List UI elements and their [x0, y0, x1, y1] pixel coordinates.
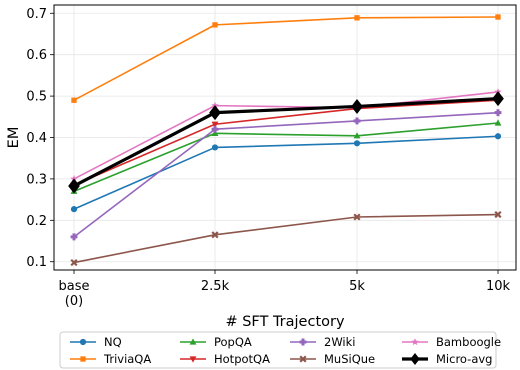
legend-label: HotpotQA [214, 352, 270, 366]
legend-frame [59, 331, 497, 369]
data-point [494, 119, 502, 126]
data-point [71, 97, 77, 103]
series-line [73, 135, 499, 210]
y-tick-label: 0.5 [26, 90, 47, 105]
legend: NQ TriviaQA PopQA HotpotQA 2Wiki MuSiQue Bambo… [59, 331, 501, 369]
data-point [495, 14, 501, 20]
data-point [70, 258, 78, 267]
data-point [354, 15, 360, 21]
x-tick-label: 10k [486, 279, 511, 294]
legend-marker [299, 355, 307, 363]
data-point [353, 132, 361, 139]
data-point [494, 133, 502, 140]
legend-label: TriviaQA [103, 352, 151, 366]
data-point [494, 210, 502, 219]
series-line [73, 96, 499, 188]
legend-item: NQ [70, 335, 122, 349]
legend-item: MuSiQue [290, 352, 375, 366]
legend-marker [411, 338, 419, 346]
legend-item: HotpotQA [180, 352, 270, 366]
data-point [353, 213, 361, 221]
series-hotpotqa [70, 97, 502, 189]
legend-marker [189, 338, 197, 345]
data-point [211, 144, 219, 151]
data-point [351, 98, 363, 114]
y-axis: 0.1 0.2 0.3 0.4 0.5 0.6 0.7 [26, 7, 54, 270]
x-tick-label: 2.5k [201, 279, 230, 294]
legend-marker [299, 338, 307, 346]
series-2wiki [70, 109, 502, 241]
data-point [494, 109, 502, 117]
data-point [353, 140, 361, 147]
y-tick-label: 0.1 [26, 255, 47, 270]
data-point [211, 129, 219, 136]
legend-label: Micro-avg [436, 352, 492, 366]
series-triviaqa [71, 14, 501, 103]
series-line [73, 122, 499, 193]
series-micro-avg [68, 91, 504, 194]
legend-marker [410, 353, 420, 365]
data-point [211, 125, 219, 133]
data-point [70, 206, 78, 213]
legend-label: MuSiQue [324, 352, 375, 366]
series-line [73, 91, 499, 180]
series-layer [68, 14, 504, 267]
series-line [73, 99, 499, 186]
data-point [209, 105, 221, 121]
series-nq [70, 133, 502, 213]
legend-item: TriviaQA [70, 352, 151, 366]
legend-marker [79, 338, 87, 346]
x-axis-title: # SFT Trajectory [225, 314, 345, 330]
legend-item: Bamboogle [402, 335, 501, 349]
y-tick-label: 0.4 [26, 131, 47, 146]
legend-label: PopQA [214, 335, 252, 349]
x-tick-label: (0) [65, 294, 83, 309]
data-point [212, 22, 218, 28]
data-point [353, 117, 361, 125]
legend-item: PopQA [180, 335, 252, 349]
legend-item: 2Wiki [290, 335, 356, 349]
y-tick-label: 0.3 [26, 172, 47, 187]
legend-label: NQ [104, 335, 122, 349]
x-tick-label: 5k [349, 279, 365, 294]
x-axis: base(0) 2.5k 5k 10k [59, 270, 511, 309]
legend-marker [80, 356, 86, 362]
legend-label: 2Wiki [324, 335, 356, 349]
series-line [73, 16, 499, 101]
legend-item: Micro-avg [402, 352, 492, 366]
data-point [68, 178, 80, 194]
y-tick-label: 0.6 [26, 48, 47, 63]
y-tick-label: 0.7 [26, 7, 47, 22]
data-point [211, 231, 219, 239]
legend-label: Bamboogle [436, 335, 501, 349]
data-point [492, 91, 504, 107]
x-tick-label: base [59, 279, 90, 294]
y-axis-title: EM [6, 127, 22, 149]
data-point [70, 233, 78, 241]
data-point [211, 121, 219, 128]
series-musique [70, 210, 502, 267]
series-line [73, 111, 499, 238]
series-line [73, 213, 499, 264]
y-tick-label: 0.2 [26, 214, 47, 229]
grid [54, 5, 516, 270]
legend-marker [189, 356, 197, 363]
